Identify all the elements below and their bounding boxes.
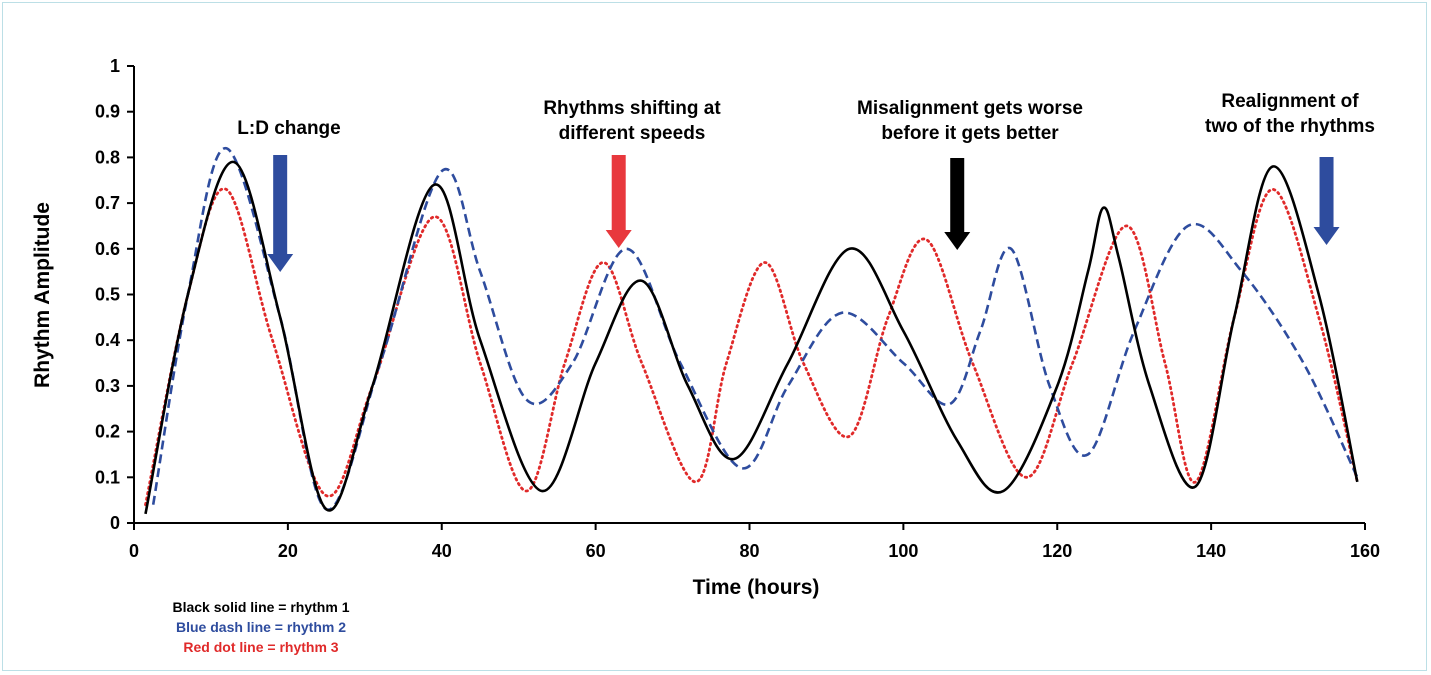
x-tick-label: 140 (1196, 541, 1226, 561)
annotation-text: Realignment of (1221, 91, 1359, 112)
y-tick-label: 0.3 (95, 376, 120, 396)
x-tick-label: 20 (278, 541, 298, 561)
annotation-text: L:D change (237, 118, 340, 139)
annotation-arrow (944, 158, 971, 250)
x-tick-label: 120 (1042, 541, 1072, 561)
y-axis-title: Rhythm Amplitude (31, 202, 54, 388)
x-axis-title: Time (hours) (693, 576, 820, 599)
y-tick-label: 0.7 (95, 193, 120, 213)
annotation-layer: L:D change Rhythms shifting at different s… (237, 91, 1375, 272)
x-tick-label: 160 (1350, 541, 1380, 561)
y-tick-label: 0.5 (95, 285, 120, 305)
y-tick-label: 0.9 (95, 102, 120, 122)
y-tick-label: 0 (110, 513, 120, 533)
annotation-text: Rhythms shifting at (543, 98, 721, 119)
y-tick-label: 0.4 (95, 330, 120, 350)
legend-entry: Red dot line = rhythm 3 (183, 639, 338, 655)
annotation-arrow (267, 155, 294, 272)
series-line-rhythm-1 (144, 160, 1359, 515)
x-tick-label: 0 (129, 541, 139, 561)
annotation-text: Misalignment gets worse (857, 98, 1083, 119)
y-tick-label: 0.1 (95, 467, 120, 487)
x-tick-label: 60 (586, 541, 606, 561)
series-line-rhythm-2 (151, 147, 1359, 511)
series-layer (144, 147, 1359, 515)
y-tick-label: 0.2 (95, 422, 120, 442)
legend-entry: Blue dash line = rhythm 2 (176, 619, 346, 635)
legend-entry: Black solid line = rhythm 1 (172, 599, 349, 615)
x-tick-label: 40 (432, 541, 452, 561)
legend: Black solid line = rhythm 1 Blue dash lin… (172, 599, 349, 655)
axes: 0 0.1 0.2 0.3 0.4 0.5 0.6 0.7 0.8 0.9 1 0 20 40 60 80 10… (95, 56, 1380, 561)
y-tick-label: 1 (110, 56, 120, 76)
series-line-rhythm-3 (144, 187, 1359, 507)
annotation-text: two of the rhythms (1205, 116, 1375, 137)
annotation-arrow (1313, 157, 1340, 245)
x-tick-label: 80 (739, 541, 759, 561)
annotation-text: before it gets better (881, 123, 1059, 144)
annotation-arrow (605, 155, 632, 248)
y-tick-label: 0.8 (95, 147, 120, 167)
annotation-text: different speeds (559, 123, 706, 144)
x-tick-label: 100 (888, 541, 918, 561)
y-tick-label: 0.6 (95, 239, 120, 259)
